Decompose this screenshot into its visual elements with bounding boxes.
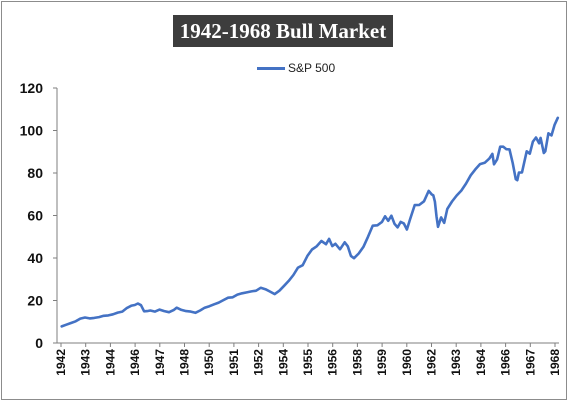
- y-tick-label: 0: [35, 335, 43, 351]
- x-tick-label: 1968: [548, 349, 562, 376]
- plot-area: [60, 116, 560, 328]
- x-tick-label: 1952: [252, 349, 266, 376]
- x-tick-label: 1956: [326, 349, 340, 376]
- x-tick-label: 1954: [276, 349, 290, 376]
- x-tick-label: 1951: [227, 349, 241, 376]
- y-axis-ticks: 0 20 40 60 80 100 120: [20, 80, 57, 351]
- x-tick-label: 1946: [128, 349, 142, 376]
- y-tick-label: 60: [27, 208, 43, 224]
- x-tick-label: 1948: [178, 349, 192, 376]
- x-tick-label: 1963: [449, 349, 463, 376]
- x-tick-label: 1942: [54, 349, 68, 376]
- y-tick-label: 120: [20, 80, 44, 96]
- x-tick-label: 1955: [301, 349, 315, 376]
- legend: S&P 500: [257, 60, 335, 76]
- chart-title: 1942-1968 Bull Market: [173, 15, 393, 47]
- y-tick-label: 80: [27, 165, 43, 181]
- x-tick-label: 1944: [103, 349, 117, 376]
- x-tick-label: 1967: [523, 349, 537, 376]
- y-tick-label: 40: [27, 250, 43, 266]
- x-axis-ticks: 1942 1943 1944 1946 1947 1948 1950 1951 1952 1954…: [54, 343, 562, 376]
- legend-label: S&P 500: [288, 61, 336, 75]
- x-tick-label: 1966: [499, 349, 513, 376]
- x-tick-label: 1960: [400, 349, 414, 376]
- y-tick-label: 20: [27, 293, 43, 309]
- x-tick-label: 1947: [153, 349, 167, 376]
- x-tick-label: 1958: [350, 349, 364, 376]
- series-line-sp500: [60, 116, 560, 328]
- legend-swatch: [257, 66, 285, 70]
- x-tick-label: 1950: [202, 349, 216, 376]
- y-tick-label: 100: [20, 123, 44, 139]
- x-tick-label: 1962: [425, 349, 439, 376]
- x-tick-label: 1943: [79, 349, 93, 376]
- x-tick-label: 1964: [474, 349, 488, 376]
- x-tick-label: 1959: [375, 349, 389, 376]
